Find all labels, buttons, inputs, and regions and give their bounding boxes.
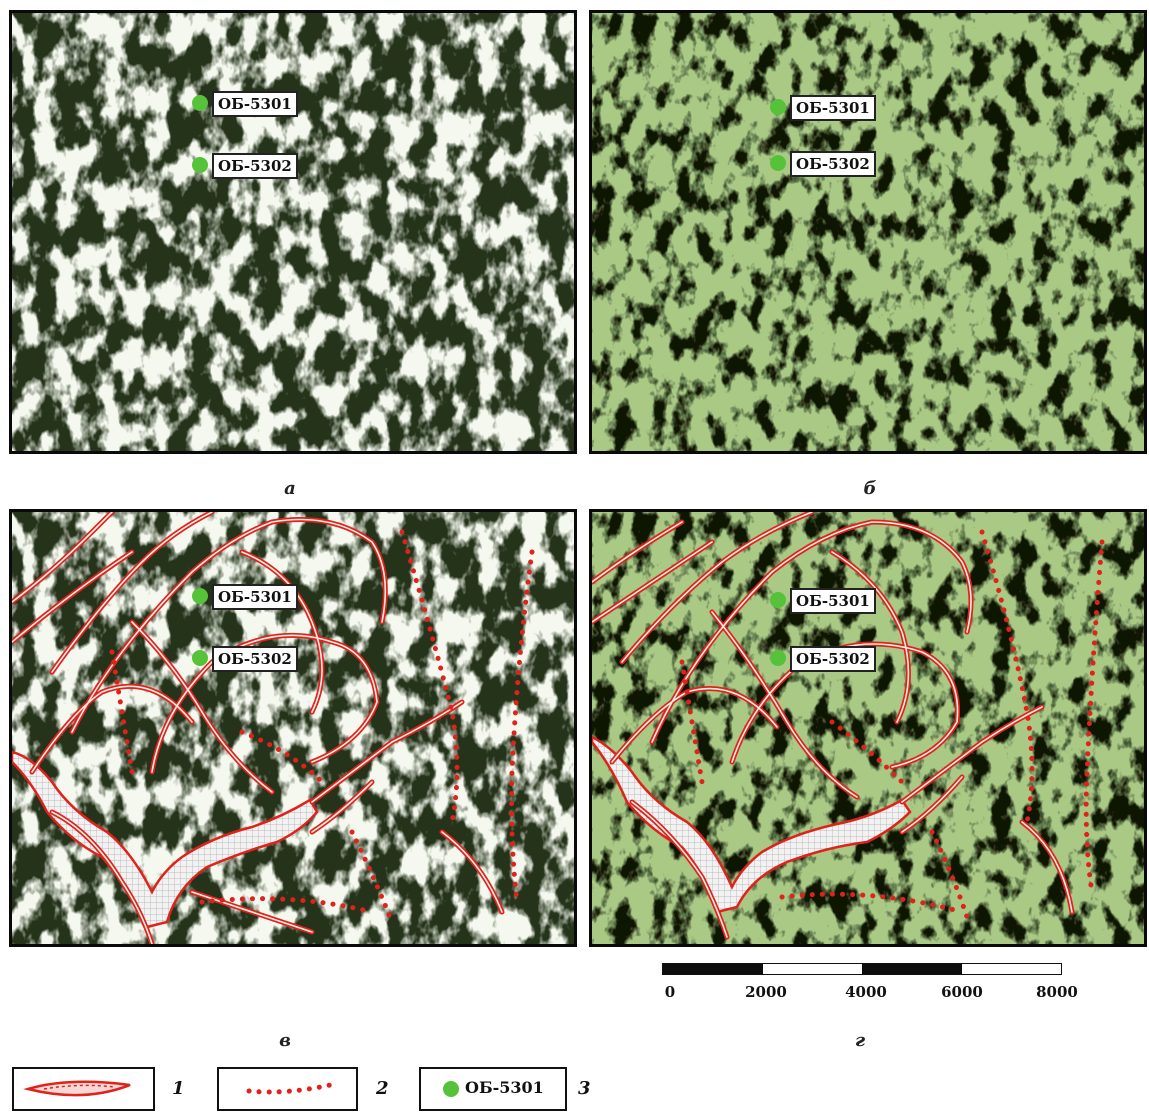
- scale-tick-label: 0: [664, 983, 676, 1001]
- well-marker: [192, 157, 208, 173]
- scale-tick-label: 2000: [745, 983, 787, 1001]
- scale-tick-label: 8000: [1036, 983, 1078, 1001]
- map-panel-a: ОБ-5301 ОБ-5302: [9, 10, 577, 454]
- legend-item-lineament: [12, 1067, 155, 1111]
- relief-map: [12, 13, 574, 451]
- well-marker: [192, 650, 208, 666]
- scale-bar: [662, 963, 1062, 975]
- well-label: ОБ-5301: [212, 584, 298, 610]
- well-marker: [770, 155, 786, 171]
- legend-number: 3: [578, 1078, 591, 1099]
- well-label: ОБ-5301: [212, 91, 298, 117]
- legend-number: 2: [376, 1078, 389, 1099]
- legend-well-label: ОБ-5301: [465, 1078, 544, 1097]
- scale-tick-label: 4000: [845, 983, 887, 1001]
- relief-map: [592, 13, 1144, 451]
- panel-letter-b: б: [863, 478, 877, 499]
- well-label: ОБ-5302: [212, 646, 298, 672]
- scale-bar-segment: [663, 964, 763, 974]
- legend-number: 1: [172, 1078, 185, 1099]
- scale-bar-segment: [961, 964, 1061, 974]
- well-label: ОБ-5302: [790, 646, 876, 672]
- well-label: ОБ-5301: [790, 95, 876, 121]
- map-panel-v: ОБ-5301 ОБ-5302: [9, 509, 577, 947]
- well-marker: [192, 588, 208, 604]
- lineament-map: [12, 512, 574, 944]
- map-panel-g: ОБ-5301 ОБ-5302: [589, 509, 1147, 947]
- scale-bar-segment: [762, 964, 862, 974]
- scale-bar-segment: [862, 964, 962, 974]
- panel-letter-v: в: [279, 1030, 291, 1051]
- well-label: ОБ-5301: [790, 588, 876, 614]
- scale-tick-label: 6000: [941, 983, 983, 1001]
- lineament-map: [592, 512, 1144, 944]
- panel-letter-a: а: [284, 478, 296, 499]
- map-panel-b: ОБ-5301 ОБ-5302: [589, 10, 1147, 454]
- lineament-symbol-icon: [23, 1080, 131, 1097]
- panel-letter-g: г: [854, 1030, 866, 1051]
- well-marker: [192, 95, 208, 111]
- legend-item-well: ОБ-5301: [419, 1067, 567, 1111]
- well-marker: [770, 592, 786, 608]
- well-label: ОБ-5302: [212, 153, 298, 179]
- well-marker: [770, 99, 786, 115]
- well-marker: [770, 650, 786, 666]
- legend-item-dotted-lineament: [217, 1067, 358, 1111]
- well-marker-icon: [443, 1081, 459, 1097]
- dotted-line-icon: [246, 1080, 342, 1095]
- well-label: ОБ-5302: [790, 151, 876, 177]
